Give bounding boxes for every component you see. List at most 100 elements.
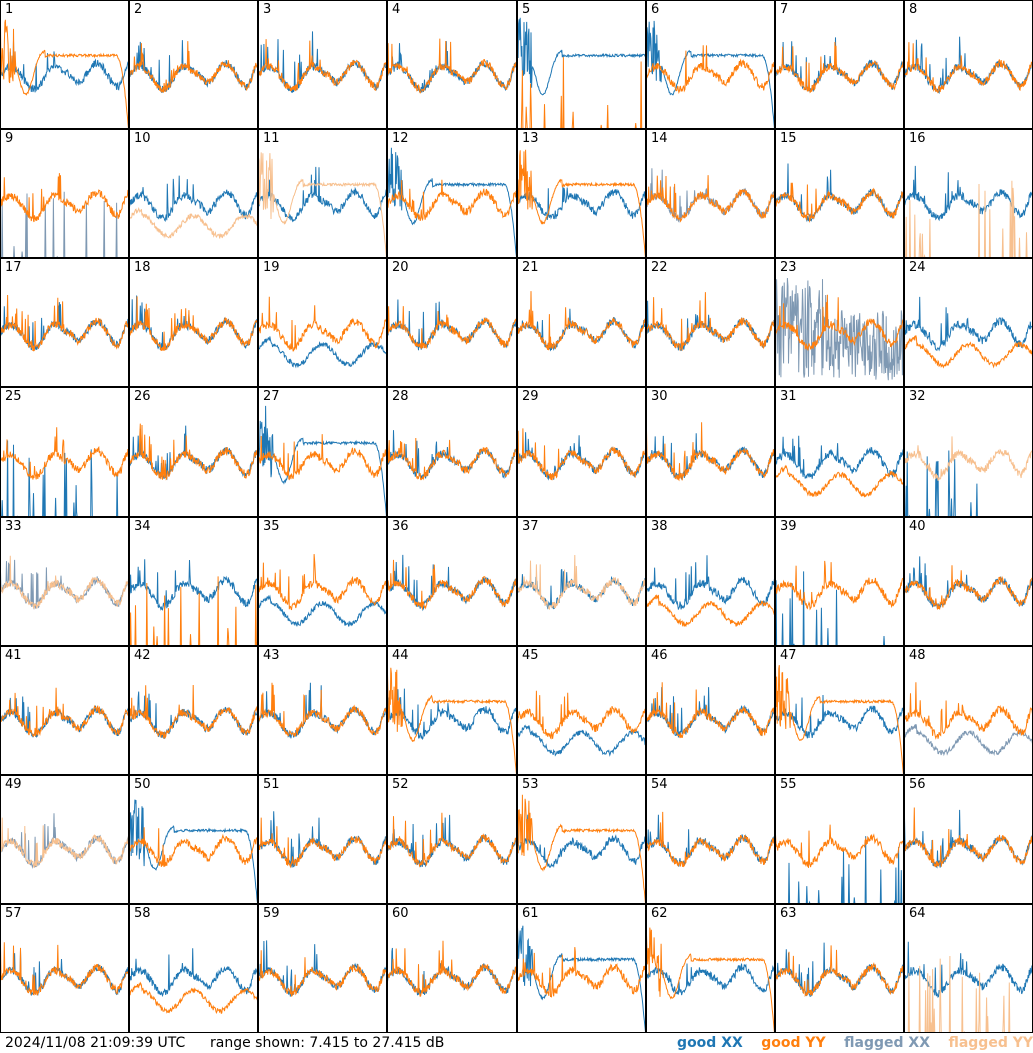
series-yy [517,291,646,351]
panel-plot [258,129,387,258]
panel-label: 45 [522,648,539,663]
series-yy [646,811,775,868]
panel-plot [129,258,258,387]
series-yy [387,306,517,349]
panel-border [258,775,387,904]
antenna-panel: 24 [904,258,1033,387]
series-xx [129,40,258,94]
panel-label: 22 [651,260,668,275]
antenna-panel: 20 [387,258,517,387]
panel-plot [904,0,1033,129]
series-xx [258,594,387,627]
panel-plot [129,129,258,258]
panel-label: 59 [263,906,280,921]
antenna-panel: 30 [646,387,775,517]
series-yy [517,947,646,998]
panel-border [646,387,775,517]
panel-border [387,775,517,904]
series-yy [258,950,387,997]
series-xx [904,809,1033,869]
series-xx [387,947,517,996]
antenna-panel: 57 [0,904,129,1033]
panel-plot [517,129,646,258]
panel-label: 53 [522,777,539,792]
panel-border [129,904,258,1033]
panel-label: 58 [134,906,151,921]
panel-label: 54 [651,777,668,792]
panel-border [775,904,904,1033]
panel-plot [517,904,646,1033]
panel-plot [0,904,129,1033]
series-yy [646,175,775,223]
series-yy [775,182,904,224]
panel-label: 56 [909,777,926,792]
series-yy [258,39,387,92]
panel-border [775,129,904,258]
panel-border [0,904,129,1033]
series-yy [517,149,646,258]
panel-label: 44 [392,648,409,663]
antenna-panel: 54 [646,775,775,904]
antenna-panel: 1 [0,0,129,129]
series-yy [904,955,1033,1033]
panel-label: 27 [263,389,280,404]
panel-label: 23 [780,260,797,275]
series-yy [258,296,387,352]
series-yy [517,554,646,611]
panel-label: 51 [263,777,280,792]
series-yy [129,827,258,868]
antenna-panel: 58 [129,904,258,1033]
panel-plot [129,646,258,775]
series-xx [775,435,904,479]
antenna-panel: 22 [646,258,775,387]
panel-label: 6 [651,2,660,17]
series-yy [387,559,517,610]
series-yy [0,19,129,129]
panel-plot [904,129,1033,258]
panel-label: 7 [780,2,789,17]
panel-label: 43 [263,648,280,663]
series-xx [387,814,517,868]
series-yy [0,687,129,738]
panel-border [775,517,904,646]
panel-label: 25 [5,389,22,404]
panel-label: 1 [5,2,14,17]
panel-border [387,129,517,258]
panel-plot [129,904,258,1033]
series-xx [775,163,904,223]
series-xx [258,940,387,997]
series-yy [0,555,129,610]
series-yy [517,57,646,129]
series-yy [775,560,904,611]
antenna-panel: 19 [258,258,387,387]
panel-border [775,258,904,387]
antenna-panel: 27 [258,387,387,517]
antenna-panel: 32 [904,387,1033,517]
panel-border [0,0,129,129]
series-yy [904,335,1033,369]
panel-plot [775,129,904,258]
series-xx [517,184,646,220]
panel-border [0,387,129,517]
panel-label: 33 [5,519,22,534]
antenna-panel: 53 [517,775,646,904]
panel-border [387,517,517,646]
panel-plot [387,387,517,517]
antenna-panel: 46 [646,646,775,775]
series-xx [258,31,387,94]
panel-label: 26 [134,389,151,404]
series-yy [129,981,258,1015]
panel-border [517,0,646,129]
panel-label: 62 [651,906,668,921]
series-xx [0,559,129,610]
antenna-panel: 10 [129,129,258,258]
series-yy [258,554,387,611]
antenna-panel: 49 [0,775,129,904]
panel-border [0,646,129,775]
series-xx [646,814,775,867]
antenna-panel: 47 [775,646,904,775]
antenna-panel: 56 [904,775,1033,904]
panel-plot [0,646,129,775]
antenna-panel: 12 [387,129,517,258]
